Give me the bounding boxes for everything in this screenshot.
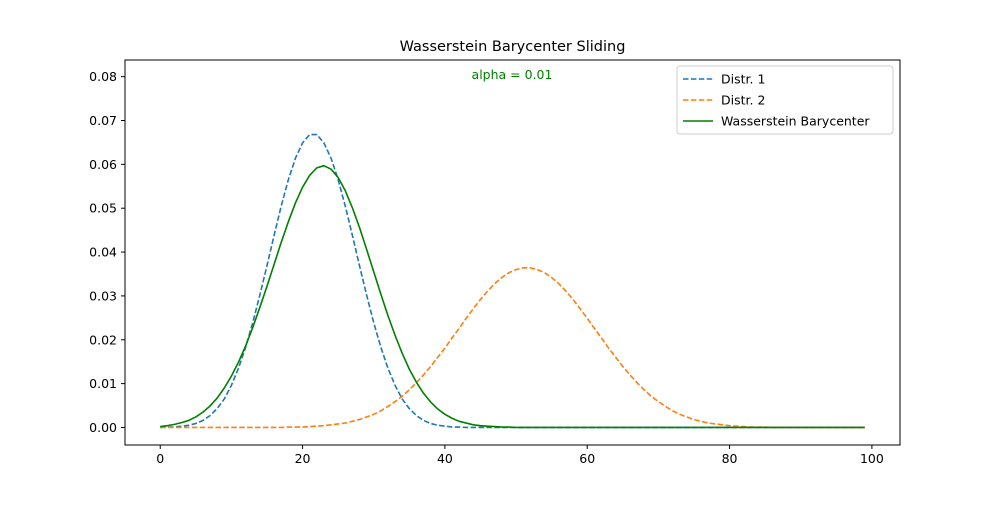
legend-label: Distr. 2 [721,93,765,108]
x-tick-label: 60 [579,451,595,466]
legend-label: Wasserstein Barycenter [721,114,870,129]
y-tick-label: 0.01 [89,376,117,391]
alpha-annotation: alpha = 0.01 [472,67,553,82]
x-tick-label: 40 [437,451,453,466]
y-tick-label: 0.07 [89,113,117,128]
legend-label: Distr. 1 [721,72,765,87]
x-tick-label: 80 [722,451,738,466]
y-tick-label: 0.05 [89,201,117,216]
x-tick-label: 20 [295,451,311,466]
x-tick-label: 0 [156,451,164,466]
x-axis: 0 20 40 60 80 100 [156,445,884,466]
y-tick-label: 0.04 [89,245,117,260]
y-tick-label: 0.06 [89,157,117,172]
series-layer [160,133,865,429]
y-tick-label: 0.08 [89,69,117,84]
y-tick-label: 0.00 [89,420,117,435]
y-tick-label: 0.03 [89,288,117,303]
x-tick-label: 100 [860,451,884,466]
y-tick-label: 0.02 [89,332,117,347]
chart-title: Wasserstein Barycenter Sliding [400,39,626,55]
plot-area: 0 20 40 60 80 100 0.000.010.020.030.040.050.0… [89,59,901,466]
legend-box [676,65,894,135]
series-line-3 [160,164,865,429]
legend: Distr. 1 Distr. 2 Wasserstein Barycenter [676,65,894,135]
y-axis: 0.00 0.01 0.02 0.03 0.04 0.05 0.06 0.07 0.08 [89,69,125,435]
